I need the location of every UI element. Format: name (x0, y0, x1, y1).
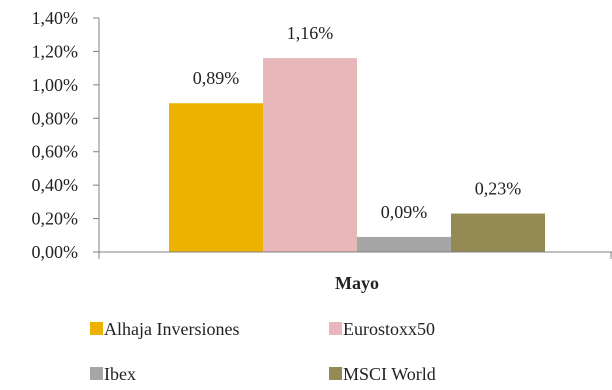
bars (169, 58, 545, 252)
y-tick-label: 0,40% (32, 175, 79, 195)
legend-label-msci-world: MSCI World (343, 364, 436, 384)
y-tick-label: 0,60% (32, 142, 79, 162)
x-axis-title: Mayo (335, 273, 379, 293)
y-tick-label: 1,20% (32, 41, 79, 61)
data-label: 0,23% (475, 179, 522, 199)
legend-label-ibex: Ibex (104, 364, 136, 384)
bar-msci-world (451, 213, 545, 252)
data-labels: 0,89% 1,16% 0,09% 0,23% (193, 23, 522, 222)
data-label: 1,16% (287, 23, 334, 43)
legend-label-alhaja-inversiones: Alhaja Inversiones (104, 319, 239, 339)
bar-alhaja-inversiones (169, 103, 263, 252)
y-tick-label: 0,00% (32, 242, 79, 262)
legend-swatch-ibex (90, 367, 103, 380)
bar-eurostoxx50 (263, 58, 357, 252)
legend: Alhaja Inversiones Eurostoxx50 Ibex MSCI Wo… (90, 319, 436, 384)
data-label: 0,89% (193, 68, 240, 88)
y-tick-label: 0,20% (32, 209, 79, 229)
y-tick-label: 1,40% (32, 8, 79, 28)
legend-label-eurostoxx50: Eurostoxx50 (343, 319, 435, 339)
legend-swatch-msci-world (329, 367, 342, 380)
x-axis (98, 251, 612, 259)
y-axis: 0,00% 0,20% 0,40% 0,60% 0,80% 1,00% 1,20% 1,40% (32, 8, 100, 262)
data-label: 0,09% (381, 202, 428, 222)
y-tick-label: 1,00% (32, 75, 79, 95)
legend-swatch-alhaja-inversiones (90, 322, 103, 335)
bar-ibex (357, 236, 451, 252)
legend-swatch-eurostoxx50 (329, 322, 342, 335)
y-tick-label: 0,80% (32, 108, 79, 128)
